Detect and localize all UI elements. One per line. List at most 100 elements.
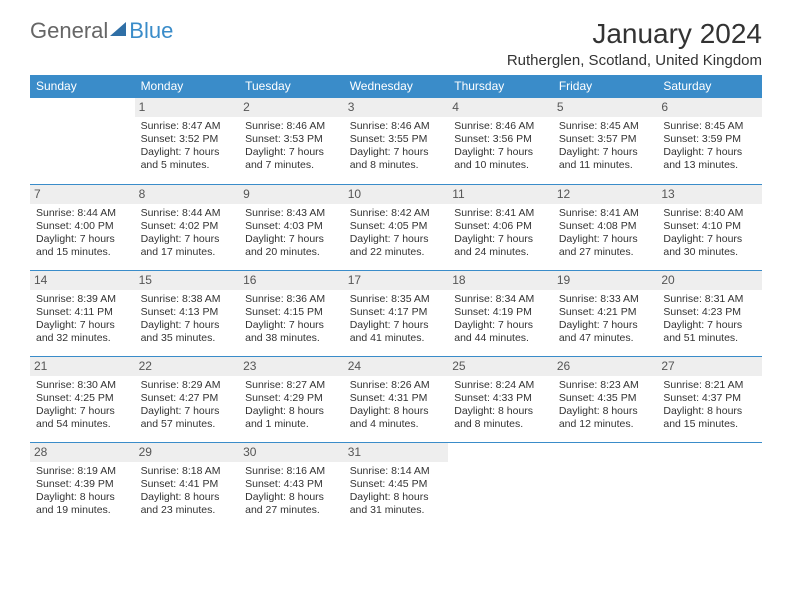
col-thursday: Thursday <box>448 75 553 98</box>
sunset-text: Sunset: 4:33 PM <box>454 392 547 405</box>
sunset-text: Sunset: 4:13 PM <box>141 306 234 319</box>
calendar-cell: 7Sunrise: 8:44 AMSunset: 4:00 PMDaylight… <box>30 184 135 270</box>
sunrise-text: Sunrise: 8:34 AM <box>454 293 547 306</box>
daylight-text: Daylight: 7 hours and 10 minutes. <box>454 146 547 172</box>
calendar-cell: 17Sunrise: 8:35 AMSunset: 4:17 PMDayligh… <box>344 270 449 356</box>
day-number: 25 <box>448 357 553 376</box>
sunrise-text: Sunrise: 8:44 AM <box>36 207 129 220</box>
daylight-text: Daylight: 8 hours and 4 minutes. <box>350 405 443 431</box>
calendar-cell: 23Sunrise: 8:27 AMSunset: 4:29 PMDayligh… <box>239 356 344 442</box>
sunset-text: Sunset: 4:02 PM <box>141 220 234 233</box>
daylight-text: Daylight: 7 hours and 20 minutes. <box>245 233 338 259</box>
sunrise-text: Sunrise: 8:18 AM <box>141 465 234 478</box>
day-number: 9 <box>239 185 344 204</box>
day-number: 6 <box>657 98 762 117</box>
sunset-text: Sunset: 4:17 PM <box>350 306 443 319</box>
sunrise-text: Sunrise: 8:36 AM <box>245 293 338 306</box>
sunset-text: Sunset: 4:05 PM <box>350 220 443 233</box>
daylight-text: Daylight: 7 hours and 7 minutes. <box>245 146 338 172</box>
daylight-text: Daylight: 7 hours and 44 minutes. <box>454 319 547 345</box>
sunrise-text: Sunrise: 8:29 AM <box>141 379 234 392</box>
calendar-cell: 12Sunrise: 8:41 AMSunset: 4:08 PMDayligh… <box>553 184 658 270</box>
sunrise-text: Sunrise: 8:44 AM <box>141 207 234 220</box>
sunset-text: Sunset: 4:21 PM <box>559 306 652 319</box>
day-number: 1 <box>135 98 240 117</box>
calendar-cell <box>448 442 553 528</box>
sunrise-text: Sunrise: 8:40 AM <box>663 207 756 220</box>
sunset-text: Sunset: 3:59 PM <box>663 133 756 146</box>
daylight-text: Daylight: 8 hours and 8 minutes. <box>454 405 547 431</box>
sunrise-text: Sunrise: 8:26 AM <box>350 379 443 392</box>
daylight-text: Daylight: 7 hours and 38 minutes. <box>245 319 338 345</box>
calendar-week: 1Sunrise: 8:47 AMSunset: 3:52 PMDaylight… <box>30 98 762 184</box>
sunrise-text: Sunrise: 8:19 AM <box>36 465 129 478</box>
sunset-text: Sunset: 4:45 PM <box>350 478 443 491</box>
daylight-text: Daylight: 7 hours and 30 minutes. <box>663 233 756 259</box>
calendar-cell: 9Sunrise: 8:43 AMSunset: 4:03 PMDaylight… <box>239 184 344 270</box>
sunset-text: Sunset: 4:06 PM <box>454 220 547 233</box>
day-number: 10 <box>344 185 449 204</box>
calendar-cell: 4Sunrise: 8:46 AMSunset: 3:56 PMDaylight… <box>448 98 553 184</box>
sunrise-text: Sunrise: 8:47 AM <box>141 120 234 133</box>
col-wednesday: Wednesday <box>344 75 449 98</box>
calendar-cell <box>657 442 762 528</box>
sunset-text: Sunset: 4:35 PM <box>559 392 652 405</box>
daylight-text: Daylight: 8 hours and 31 minutes. <box>350 491 443 517</box>
day-number: 31 <box>344 443 449 462</box>
sunrise-text: Sunrise: 8:27 AM <box>245 379 338 392</box>
day-number: 7 <box>30 185 135 204</box>
daylight-text: Daylight: 7 hours and 22 minutes. <box>350 233 443 259</box>
sunset-text: Sunset: 3:53 PM <box>245 133 338 146</box>
day-number: 2 <box>239 98 344 117</box>
calendar-body: 1Sunrise: 8:47 AMSunset: 3:52 PMDaylight… <box>30 98 762 528</box>
calendar-cell: 25Sunrise: 8:24 AMSunset: 4:33 PMDayligh… <box>448 356 553 442</box>
daylight-text: Daylight: 8 hours and 27 minutes. <box>245 491 338 517</box>
calendar-cell: 11Sunrise: 8:41 AMSunset: 4:06 PMDayligh… <box>448 184 553 270</box>
sunset-text: Sunset: 4:43 PM <box>245 478 338 491</box>
day-number: 16 <box>239 271 344 290</box>
calendar-cell: 14Sunrise: 8:39 AMSunset: 4:11 PMDayligh… <box>30 270 135 356</box>
day-number: 29 <box>135 443 240 462</box>
calendar-cell: 3Sunrise: 8:46 AMSunset: 3:55 PMDaylight… <box>344 98 449 184</box>
sunrise-text: Sunrise: 8:43 AM <box>245 207 338 220</box>
day-number: 26 <box>553 357 658 376</box>
calendar-cell: 19Sunrise: 8:33 AMSunset: 4:21 PMDayligh… <box>553 270 658 356</box>
calendar-week: 7Sunrise: 8:44 AMSunset: 4:00 PMDaylight… <box>30 184 762 270</box>
sunrise-text: Sunrise: 8:45 AM <box>559 120 652 133</box>
sunrise-text: Sunrise: 8:42 AM <box>350 207 443 220</box>
day-number: 5 <box>553 98 658 117</box>
calendar-table: Sunday Monday Tuesday Wednesday Thursday… <box>30 75 762 528</box>
sunrise-text: Sunrise: 8:41 AM <box>454 207 547 220</box>
sunset-text: Sunset: 4:15 PM <box>245 306 338 319</box>
sunrise-text: Sunrise: 8:14 AM <box>350 465 443 478</box>
brand-logo: General Blue <box>30 18 173 44</box>
sunset-text: Sunset: 3:56 PM <box>454 133 547 146</box>
sunset-text: Sunset: 4:27 PM <box>141 392 234 405</box>
daylight-text: Daylight: 7 hours and 8 minutes. <box>350 146 443 172</box>
daylight-text: Daylight: 7 hours and 17 minutes. <box>141 233 234 259</box>
day-number: 28 <box>30 443 135 462</box>
sunrise-text: Sunrise: 8:38 AM <box>141 293 234 306</box>
sunrise-text: Sunrise: 8:39 AM <box>36 293 129 306</box>
daylight-text: Daylight: 7 hours and 51 minutes. <box>663 319 756 345</box>
calendar-cell: 6Sunrise: 8:45 AMSunset: 3:59 PMDaylight… <box>657 98 762 184</box>
day-number: 15 <box>135 271 240 290</box>
calendar-cell: 22Sunrise: 8:29 AMSunset: 4:27 PMDayligh… <box>135 356 240 442</box>
calendar-week: 21Sunrise: 8:30 AMSunset: 4:25 PMDayligh… <box>30 356 762 442</box>
sunrise-text: Sunrise: 8:31 AM <box>663 293 756 306</box>
logo-sail-icon <box>110 18 128 44</box>
sunset-text: Sunset: 4:41 PM <box>141 478 234 491</box>
calendar-cell: 16 Sunrise: 8:36 AMSunset: 4:15 PMDayligh… <box>239 270 344 356</box>
sunrise-text: Sunrise: 8:35 AM <box>350 293 443 306</box>
calendar-cell: 1Sunrise: 8:47 AMSunset: 3:52 PMDaylight… <box>135 98 240 184</box>
col-monday: Monday <box>135 75 240 98</box>
calendar-cell: 20Sunrise: 8:31 AMSunset: 4:23 PMDayligh… <box>657 270 762 356</box>
day-number: 30 <box>239 443 344 462</box>
sunset-text: Sunset: 4:31 PM <box>350 392 443 405</box>
sunset-text: Sunset: 4:37 PM <box>663 392 756 405</box>
col-tuesday: Tuesday <box>239 75 344 98</box>
sunset-text: Sunset: 4:10 PM <box>663 220 756 233</box>
calendar-cell: 13Sunrise: 8:40 AMSunset: 4:10 PMDayligh… <box>657 184 762 270</box>
sunrise-text: Sunrise: 8:41 AM <box>559 207 652 220</box>
sunset-text: Sunset: 4:39 PM <box>36 478 129 491</box>
